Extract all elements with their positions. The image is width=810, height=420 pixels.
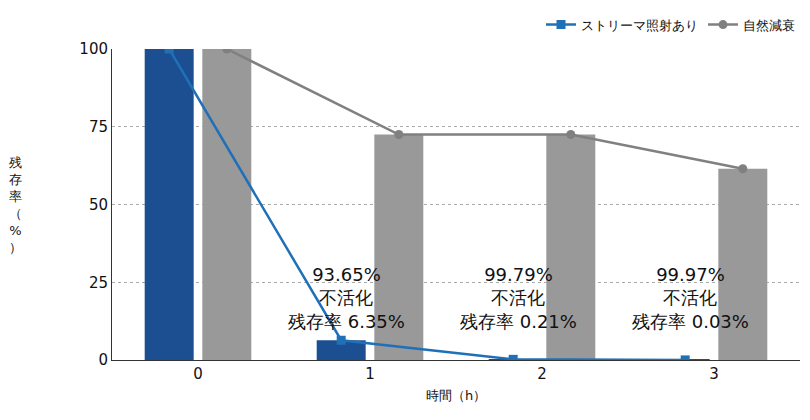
svg-text:残存率（%）: 残存率（%） [9,155,22,255]
svg-text:3: 3 [709,365,719,383]
svg-text:自然減衰: 自然減衰 [743,18,795,33]
svg-text:99.97%不活化残存率 0.03%: 99.97%不活化残存率 0.03% [632,264,749,332]
svg-text:99.79%不活化残存率 0.21%: 99.79%不活化残存率 0.21% [460,264,577,332]
svg-text:2: 2 [537,365,547,383]
svg-text:1: 1 [365,365,375,383]
svg-text:100: 100 [79,40,108,58]
svg-text:93.65%不活化残存率 6.35%: 93.65%不活化残存率 6.35% [288,264,405,332]
svg-text:50: 50 [89,196,108,214]
svg-text:0: 0 [193,365,203,383]
svg-text:75: 75 [89,118,108,136]
svg-text:0: 0 [98,351,108,369]
svg-text:25: 25 [89,274,108,292]
svg-text:時間（h）: 時間（h） [426,388,486,403]
svg-text:ストリーマ照射あり: ストリーマ照射あり [581,18,698,33]
